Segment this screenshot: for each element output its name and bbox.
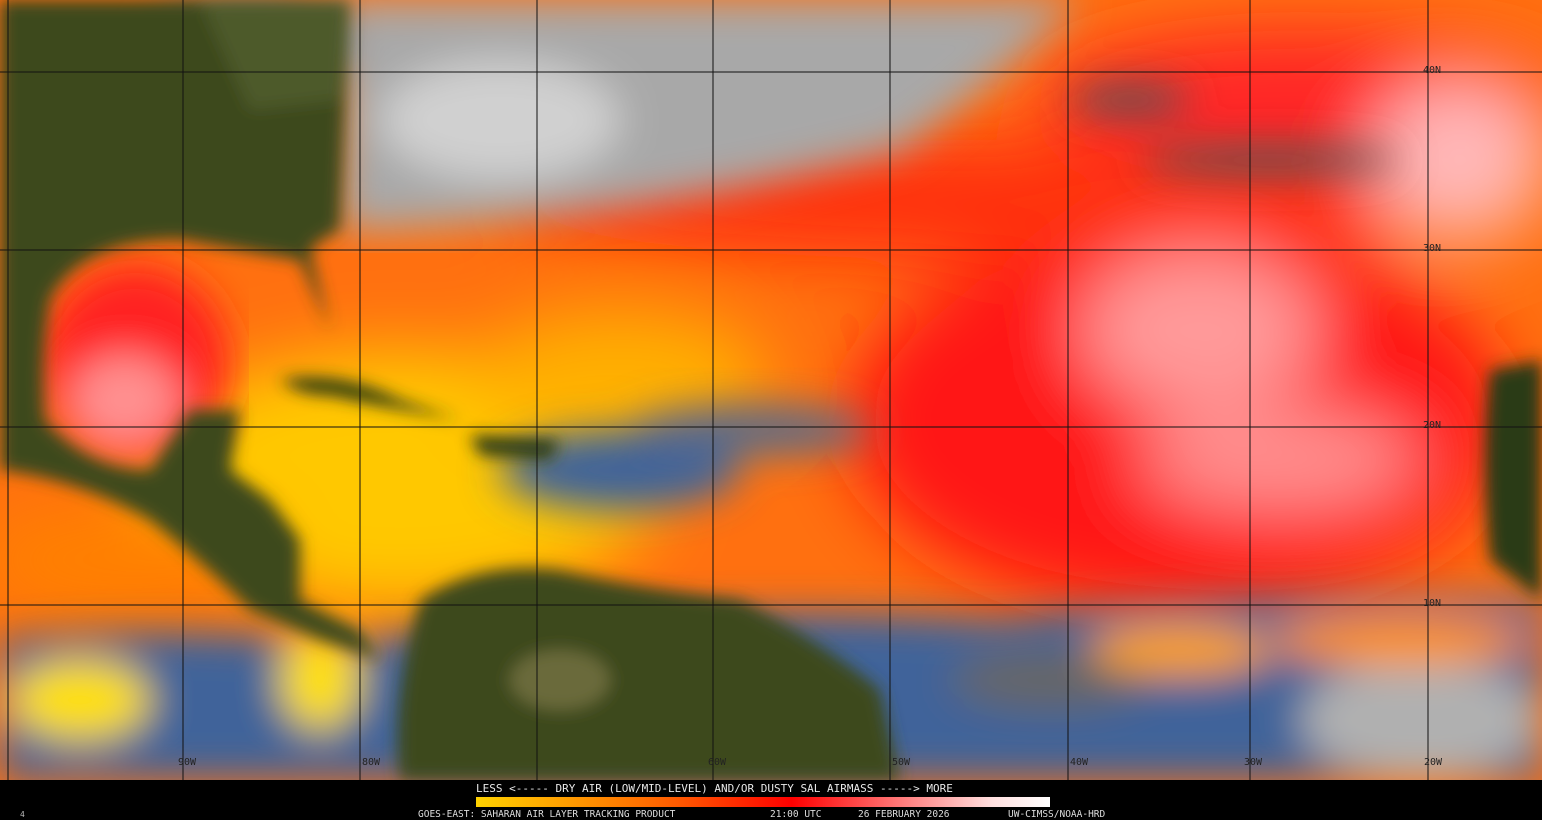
corner-label: 4	[20, 810, 25, 819]
lon-label-50w: 50W	[892, 757, 911, 768]
lon-label-30w: 30W	[1244, 757, 1263, 768]
land-masses	[0, 0, 1542, 780]
lon-label-60w: 60W	[708, 757, 727, 768]
lon-label-20w: 20W	[1424, 757, 1443, 768]
sal-airmass-field	[0, 30, 1542, 620]
satellite-map	[0, 0, 1542, 780]
lat-label-20n: 20N	[1423, 420, 1442, 431]
caption-time: 21:00 UTC	[770, 809, 822, 820]
caption-date: 26 FEBRUARY 2026	[858, 809, 950, 820]
lon-label-90w: 90W	[178, 757, 197, 768]
caption-credit: UW-CIMSS/NOAA-HRD	[1008, 809, 1106, 820]
lon-label-80w: 80W	[362, 757, 381, 768]
caption-product: GOES-EAST: SAHARAN AIR LAYER TRACKING PR…	[418, 809, 676, 820]
lat-label-30n: 30N	[1423, 243, 1442, 254]
lon-label-40w: 40W	[1070, 757, 1089, 768]
lat-lon-grid	[0, 0, 1542, 780]
lat-label-10n: 10N	[1423, 598, 1442, 609]
legend-color-bar	[476, 797, 1050, 807]
legend-title: LESS <----- DRY AIR (LOW/MID-LEVEL) AND/…	[476, 782, 953, 795]
lat-label-40n: 40N	[1423, 65, 1442, 76]
